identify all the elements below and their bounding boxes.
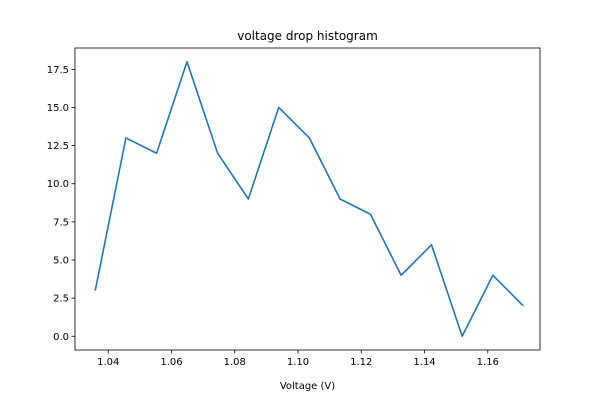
series-layer — [94, 60, 524, 338]
x-tick-label: 1.04 — [97, 357, 119, 368]
y-axis: 0.0 2.5 5.0 7.5 10.0 12.5 15.0 17.5 — [47, 65, 75, 343]
x-tick-label: 1.12 — [350, 357, 372, 368]
plot-area — [74, 47, 541, 351]
chart-title: voltage drop histogram — [237, 29, 378, 43]
y-tick-label: 7.5 — [53, 217, 69, 228]
plot-frame — [74, 47, 541, 351]
y-tick-label: 5.0 — [53, 256, 69, 267]
x-tick-label: 1.14 — [413, 357, 435, 368]
x-axis-label: Voltage (V) — [280, 381, 335, 392]
y-tick-label: 12.5 — [47, 141, 69, 152]
x-axis: 1.04 1.06 1.08 1.10 1.12 1.14 1.16 — [97, 350, 499, 368]
y-tick-label: 0.0 — [53, 332, 69, 343]
y-tick-label: 17.5 — [47, 65, 69, 76]
y-tick-label: 2.5 — [53, 294, 69, 305]
x-tick-label: 1.10 — [287, 357, 309, 368]
x-tick-label: 1.16 — [477, 357, 499, 368]
y-tick-label: 10.0 — [47, 179, 69, 190]
series-line — [94, 60, 524, 338]
x-tick-label: 1.08 — [224, 357, 246, 368]
x-tick-label: 1.06 — [160, 357, 182, 368]
y-tick-label: 15.0 — [47, 103, 69, 114]
